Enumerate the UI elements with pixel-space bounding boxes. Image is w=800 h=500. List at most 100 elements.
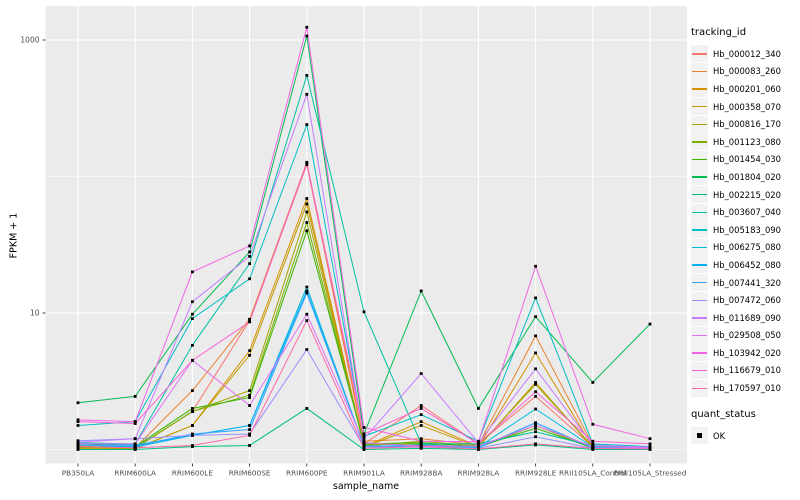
data-point xyxy=(305,202,309,206)
data-point xyxy=(248,353,251,357)
data-point xyxy=(362,434,366,438)
line-swatch-icon xyxy=(692,70,707,73)
legend-label: Hb_000083_260 xyxy=(713,66,781,77)
data-point xyxy=(534,407,537,411)
data-point xyxy=(305,161,309,165)
data-point xyxy=(248,262,251,266)
legend-label: Hb_001454_030 xyxy=(713,154,781,165)
data-point xyxy=(648,447,652,451)
data-point xyxy=(248,389,251,393)
legend-label: Hb_000816_170 xyxy=(713,119,781,130)
data-point xyxy=(76,424,80,427)
data-point xyxy=(362,437,366,441)
data-point xyxy=(305,34,309,38)
data-point xyxy=(191,444,194,447)
data-point xyxy=(191,424,194,427)
legend-key xyxy=(691,115,708,133)
line-swatch-icon xyxy=(692,264,707,266)
data-point xyxy=(591,439,595,443)
legend-item-Hb_006275_080: Hb_006275_080 xyxy=(691,238,799,257)
legend: tracking_id Hb_000012_340 Hb_000083_260 Hb… xyxy=(691,27,799,445)
line-swatch-icon xyxy=(692,229,707,231)
y-axis-title: FPKM + 1 xyxy=(8,212,20,259)
legend-label: Hb_001123_080 xyxy=(713,136,781,147)
legend-key xyxy=(691,309,708,327)
x-tick-label: RRIM928LA xyxy=(458,469,500,478)
data-point xyxy=(191,317,194,320)
legend-label: Hb_002215_020 xyxy=(713,189,781,200)
data-point xyxy=(534,381,537,384)
line-swatch-icon xyxy=(692,282,707,284)
data-point xyxy=(534,315,537,319)
data-point xyxy=(419,424,423,427)
legend-item-Hb_007441_320: Hb_007441_320 xyxy=(691,274,799,292)
data-point xyxy=(248,444,251,447)
data-point xyxy=(76,445,80,449)
data-point xyxy=(248,244,251,248)
data-point xyxy=(191,410,194,413)
data-point xyxy=(305,312,309,316)
data-point xyxy=(191,312,194,316)
data-point xyxy=(248,349,251,353)
x-tick-label: RRII105LA_Control xyxy=(559,469,627,478)
data-point xyxy=(191,389,194,393)
data-point xyxy=(191,300,194,304)
data-point xyxy=(591,381,595,384)
data-point xyxy=(191,343,194,347)
data-point xyxy=(305,123,309,127)
data-point xyxy=(305,319,309,322)
x-tick-label: RRIM600LA xyxy=(114,469,156,478)
line-swatch-icon xyxy=(692,211,707,214)
data-point xyxy=(305,229,309,233)
data-point xyxy=(477,442,480,446)
data-point xyxy=(305,221,309,224)
legend-key xyxy=(691,379,708,397)
data-point xyxy=(534,296,537,300)
legend-item-Hb_011689_090: Hb_011689_090 xyxy=(691,309,799,327)
data-point xyxy=(419,372,423,375)
x-axis-title: sample_name xyxy=(332,481,400,492)
data-point xyxy=(305,291,309,295)
legend-label: Hb_003607_040 xyxy=(713,207,781,218)
x-tick-label: RRIM600SE xyxy=(229,469,271,478)
legend-item-Hb_000201_060: Hb_000201_060 xyxy=(691,80,799,98)
data-point xyxy=(191,358,194,362)
data-point xyxy=(648,437,652,441)
data-point xyxy=(76,448,80,451)
data-point xyxy=(305,210,309,214)
data-point xyxy=(248,254,251,258)
data-point xyxy=(305,74,309,77)
legend-series-list: Hb_000012_340 Hb_000083_260 Hb_000201_060 H… xyxy=(691,45,799,397)
legend-key xyxy=(691,344,708,362)
legend-key xyxy=(691,291,708,309)
legend-label: Hb_007441_320 xyxy=(713,277,781,288)
data-point xyxy=(76,420,80,424)
data-point xyxy=(248,404,251,407)
legend-key xyxy=(691,326,708,344)
data-point xyxy=(534,351,537,355)
legend-item-Hb_000358_070: Hb_000358_070 xyxy=(691,98,799,116)
line-swatch-icon xyxy=(692,334,707,337)
data-point xyxy=(591,422,595,426)
data-point xyxy=(534,442,537,446)
data-point xyxy=(591,446,595,450)
data-point xyxy=(76,418,80,422)
data-point xyxy=(534,426,537,430)
data-point xyxy=(248,277,251,281)
x-tick-label: RRII105LA_Stressed xyxy=(614,469,687,478)
line-swatch-icon xyxy=(692,246,707,249)
data-point xyxy=(248,396,251,400)
data-point xyxy=(534,394,537,398)
legend-key xyxy=(691,274,708,292)
legend-title-tracking-id: tracking_id xyxy=(691,27,747,38)
data-point xyxy=(133,446,137,450)
legend-key xyxy=(691,203,708,221)
line-swatch-icon xyxy=(692,194,707,196)
legend-key xyxy=(691,256,708,274)
legend-label: Hb_001804_020 xyxy=(713,171,781,182)
legend-label: Hb_116679_010 xyxy=(713,365,781,376)
legend-title-quant-status: quant_status xyxy=(691,408,756,420)
data-point xyxy=(534,334,537,338)
data-point xyxy=(133,422,137,425)
data-point xyxy=(648,442,652,446)
